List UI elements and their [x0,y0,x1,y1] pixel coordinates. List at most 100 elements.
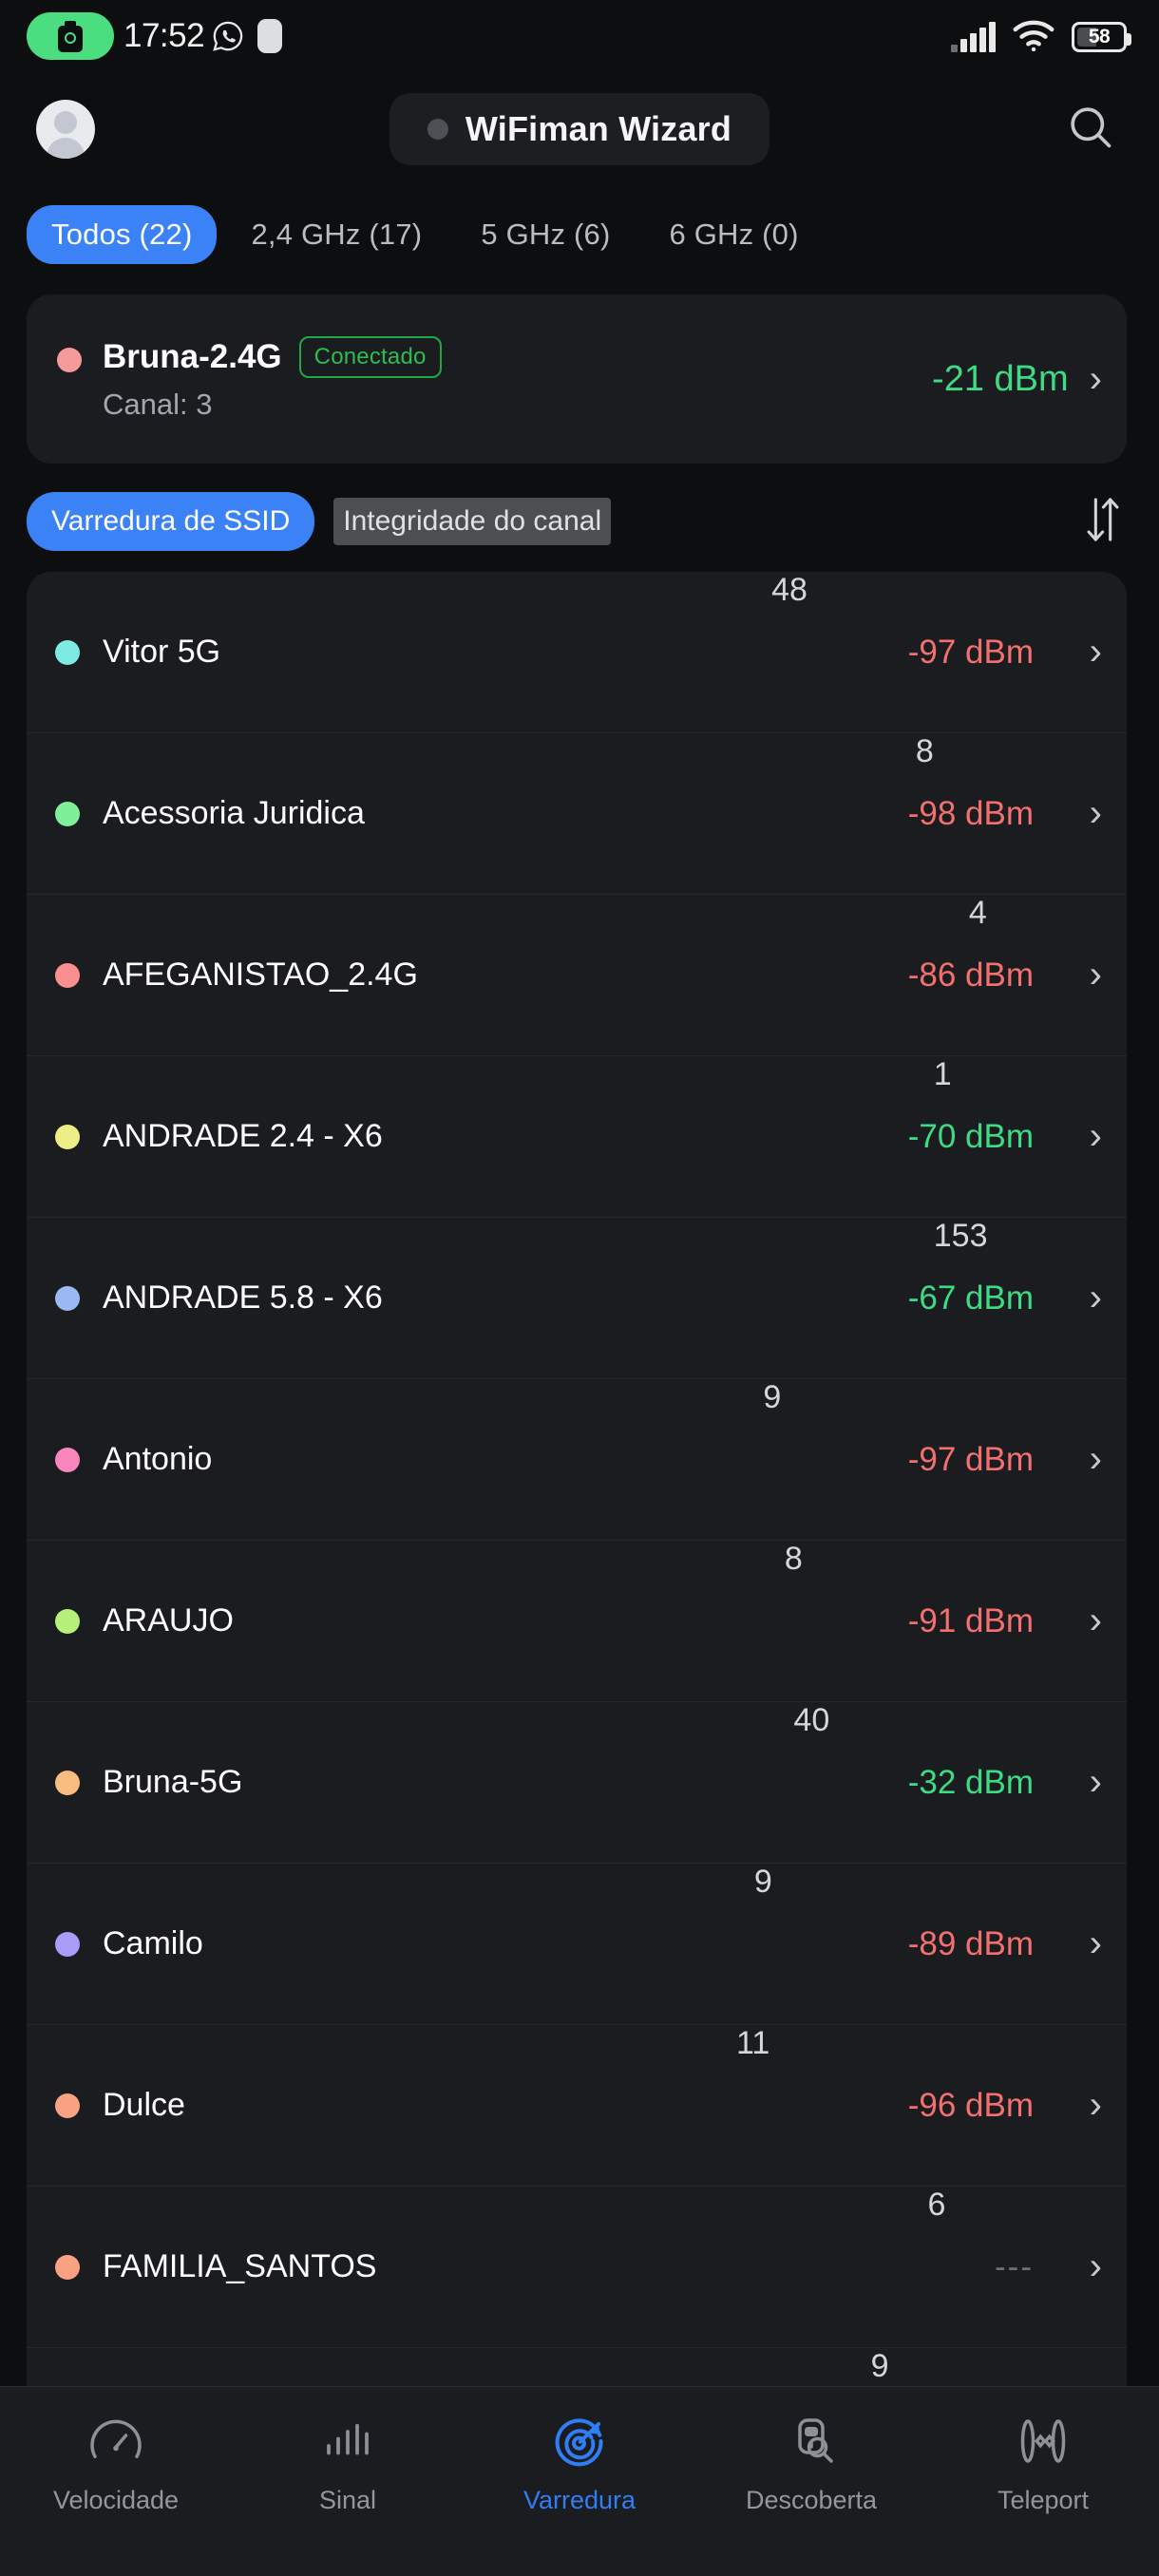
chevron-right-icon[interactable]: › [1089,1923,1102,1964]
chevron-right-icon[interactable]: › [1089,954,1102,995]
nav-label: Varredura [522,2486,636,2514]
network-list[interactable]: Vitor 5G 48 -97 dBm › Acessoria Juridica… [27,572,1127,2510]
network-ssid: Acessoria Juridica [103,795,365,831]
network-color-dot-icon [55,801,80,826]
network-signal: -89 dBm [907,1924,1034,1962]
table-row[interactable]: Vitor 5G 48 -97 dBm › [27,572,1127,733]
radar-scan-icon [551,2412,608,2471]
nav-label: Velocidade [52,2486,180,2514]
search-button[interactable] [1064,103,1117,156]
band-tab-todos[interactable]: Todos (22) [27,205,218,264]
network-channel: 9 [870,2348,889,2384]
nav-item-sinal[interactable]: Sinal [232,2412,464,2515]
network-channel: 1 [933,1056,952,1092]
battery-percent: 58 [1088,26,1111,47]
network-channel: 153 [933,1218,988,1254]
nav-item-varredura[interactable]: Varredura [464,2412,695,2515]
battery-icon: 58 [1072,22,1131,52]
network-signal: -91 dBm [907,1601,1034,1639]
teleport-icon [1015,2412,1072,2471]
search-icon [1066,103,1115,157]
status-bar: 17:52 58 [0,0,1159,72]
status-dot-icon [427,119,448,140]
chevron-right-icon[interactable]: › [1089,2084,1102,2126]
table-row[interactable]: Dulce 11 -96 dBm › [27,2025,1127,2187]
chevron-right-icon[interactable]: › [1089,1761,1102,1803]
network-signal: -67 dBm [907,1279,1034,1316]
table-row[interactable]: ANDRADE 5.8 - X6 153 -67 dBm › [27,1218,1127,1379]
band-tab-6ghz[interactable]: 6 GHz (0) [669,218,799,251]
network-signal: -32 dBm [907,1763,1034,1801]
network-signal: -96 dBm [907,2086,1034,2124]
network-channel: 4 [968,895,987,931]
nav-label: Sinal [318,2486,377,2514]
network-channel: 9 [763,1379,782,1415]
whatsapp-icon [212,20,244,52]
network-signal: -98 dBm [907,794,1034,832]
sort-updown-icon [1081,494,1125,550]
network-ssid: FAMILIA_SANTOS [103,2248,377,2284]
status-bar-left: 17:52 [27,12,283,60]
table-row[interactable]: Acessoria Juridica 8 -98 dBm › [27,733,1127,895]
chevron-right-icon[interactable]: › [1089,1438,1102,1480]
network-ssid: Vitor 5G [103,634,221,670]
table-row[interactable]: Camilo 9 -89 dBm › [27,1864,1127,2025]
network-channel: 8 [784,1541,803,1577]
table-row[interactable]: ARAUJO 8 -91 dBm › [27,1541,1127,1702]
app-header: WiFiman Wizard [0,72,1159,186]
network-color-dot-icon [55,2093,80,2118]
segment-ssid-scan[interactable]: Varredura de SSID [27,492,315,551]
nav-item-velocidade[interactable]: Velocidade [0,2412,232,2515]
avatar[interactable] [36,100,95,159]
network-color-dot-icon [55,1608,80,1634]
network-ssid: AFEGANISTAO_2.4G [103,957,418,993]
network-color-dot-icon [55,1447,80,1472]
status-bar-right: 58 [951,20,1131,52]
network-color-dot-icon [55,1124,80,1149]
status-bar-clock: 17:52 [124,17,205,54]
connected-signal: -21 dBm [932,358,1069,399]
network-color-dot-icon [55,962,80,988]
table-row[interactable]: AFEGANISTAO_2.4G 4 -86 dBm › [27,895,1127,1056]
network-ssid: Bruna-5G [103,1764,243,1800]
segment-channel-health[interactable]: Integridade do canal [333,498,612,545]
chevron-right-icon[interactable]: › [1089,1115,1102,1157]
network-color-dot-icon [57,348,82,372]
chevron-right-icon[interactable]: › [1089,1600,1102,1641]
nav-label: Teleport [997,2486,1090,2514]
network-color-dot-icon [55,1770,80,1795]
status-badge: Conectado [298,336,442,378]
network-signal: --- [995,2247,1034,2285]
chevron-right-icon[interactable]: › [1089,631,1102,672]
network-color-dot-icon [55,2254,80,2280]
table-row[interactable]: Antonio 9 -97 dBm › [27,1379,1127,1541]
network-color-dot-icon [55,639,80,665]
band-tab-5ghz[interactable]: 5 GHz (6) [481,218,611,251]
speedometer-icon [87,2412,144,2471]
page-title-chip[interactable]: WiFiman Wizard [389,93,770,165]
chevron-right-icon[interactable]: › [1089,792,1102,834]
network-ssid: Dulce [103,2087,185,2123]
table-row[interactable]: FAMILIA_SANTOS 6 --- › [27,2187,1127,2348]
chevron-right-icon[interactable]: › [1089,1277,1102,1318]
connected-network-card[interactable]: Bruna-2.4G Conectado Canal: 3 -21 dBm › [27,294,1127,464]
table-row[interactable]: ANDRADE 2.4 - X6 1 -70 dBm › [27,1056,1127,1218]
bottom-navigation: Velocidade Sinal Varredura [0,2386,1159,2576]
network-ssid: ANDRADE 5.8 - X6 [103,1279,383,1316]
nav-item-teleport[interactable]: Teleport [927,2412,1159,2515]
band-filter-tabs: Todos (22) 2,4 GHz (17) 5 GHz (6) 6 GHz … [0,186,1159,281]
discovery-magnifier-icon [783,2412,840,2471]
sort-button[interactable] [1081,494,1125,550]
network-signal: -70 dBm [907,1117,1034,1155]
chevron-right-icon[interactable]: › [1089,358,1102,400]
camera-icon [27,12,114,60]
chevron-right-icon[interactable]: › [1089,2245,1102,2287]
nav-item-descoberta[interactable]: Descoberta [695,2412,927,2515]
network-channel: 48 [771,572,808,608]
wifi-icon [1013,20,1054,52]
connected-ssid: Bruna-2.4G [103,338,282,375]
table-row[interactable]: Bruna-5G 40 -32 dBm › [27,1702,1127,1864]
signal-bars-icon [319,2412,376,2471]
band-tab-2-4ghz[interactable]: 2,4 GHz (17) [251,218,423,251]
network-channel: 9 [753,1864,772,1900]
